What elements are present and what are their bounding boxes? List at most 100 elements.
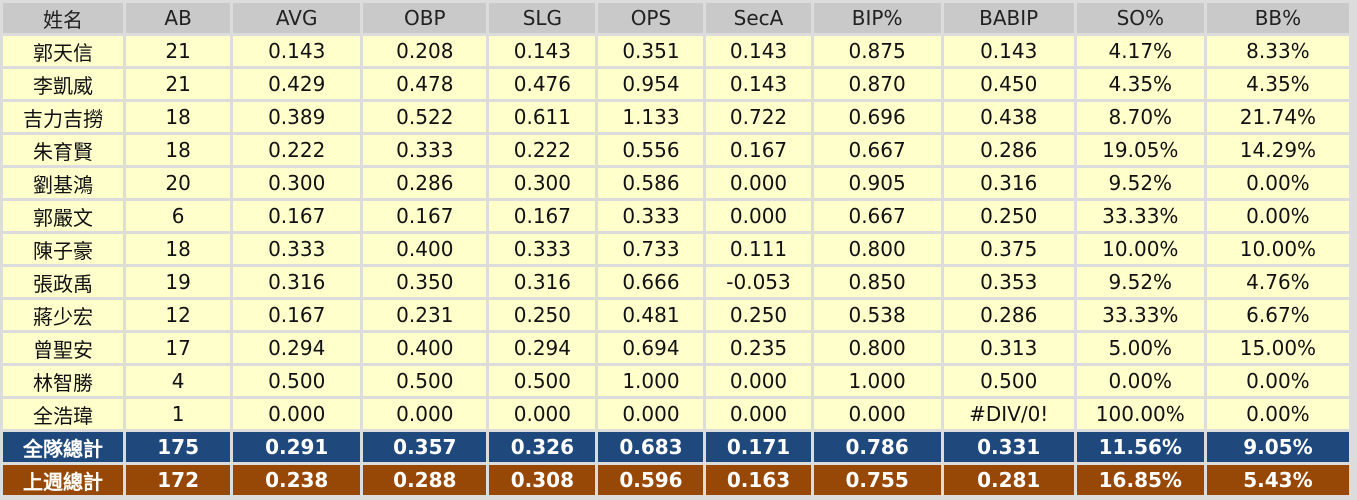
stat-cell: 0.286 [363, 168, 487, 198]
stat-cell: 4.76% [1206, 267, 1349, 297]
stat-cell: 0.000 [706, 168, 811, 198]
stat-cell: 0.905 [813, 168, 941, 198]
player-row: 朱育賢 18 0.222 0.333 0.222 0.556 0.167 0.667 0.286… [3, 135, 1349, 165]
stat-cell: 4.35% [1206, 69, 1349, 99]
stat-cell: 0.286 [943, 135, 1074, 165]
stat-cell: 0.755 [813, 465, 941, 495]
name-cell: 蔣少宏 [3, 300, 124, 330]
stat-cell: 0.143 [706, 69, 811, 99]
stat-cell: 0.300 [233, 168, 361, 198]
name-cell: 陳子豪 [3, 234, 124, 264]
name-cell: 郭天信 [3, 36, 124, 66]
stat-cell: #DIV/0! [943, 399, 1074, 429]
stat-cell: 0.00% [1206, 168, 1349, 198]
stat-cell: 9.05% [1206, 432, 1349, 462]
name-cell: 郭嚴文 [3, 201, 124, 231]
stat-cell: 0.163 [706, 465, 811, 495]
stat-cell: 0.476 [489, 69, 596, 99]
stat-cell: 0.111 [706, 234, 811, 264]
stat-cell: 19.05% [1076, 135, 1204, 165]
stat-cell: 0.326 [489, 432, 596, 462]
player-row: 劉基鴻 20 0.300 0.286 0.300 0.586 0.000 0.905 0.316… [3, 168, 1349, 198]
stat-cell: 0.331 [943, 432, 1074, 462]
stat-cell: 0.667 [813, 135, 941, 165]
stat-cell: 0.478 [363, 69, 487, 99]
stat-cell: 21.74% [1206, 102, 1349, 132]
player-row: 郭天信 21 0.143 0.208 0.143 0.351 0.143 0.875 0.143… [3, 36, 1349, 66]
stat-cell: 0.208 [363, 36, 487, 66]
stat-cell: 0.294 [233, 333, 361, 363]
player-row: 陳子豪 18 0.333 0.400 0.333 0.733 0.111 0.800 0.375… [3, 234, 1349, 264]
stat-cell: 5.43% [1206, 465, 1349, 495]
name-cell: 全浩瑋 [3, 399, 124, 429]
stat-cell: 0.291 [233, 432, 361, 462]
player-row: 曾聖安 17 0.294 0.400 0.294 0.694 0.235 0.800 0.313… [3, 333, 1349, 363]
stat-cell: 0.167 [489, 201, 596, 231]
stat-cell: 0.870 [813, 69, 941, 99]
stat-cell: 21 [126, 36, 231, 66]
stat-cell: 0.288 [363, 465, 487, 495]
stat-cell: 0.250 [706, 300, 811, 330]
stat-cell: 8.70% [1076, 102, 1204, 132]
stat-cell: 0.722 [706, 102, 811, 132]
stat-cell: 0.596 [598, 465, 704, 495]
column-header: AVG [233, 3, 361, 33]
stat-cell: 0.143 [233, 36, 361, 66]
stat-cell: 0.222 [489, 135, 596, 165]
stat-cell: 172 [126, 465, 231, 495]
stat-cell: 4.17% [1076, 36, 1204, 66]
name-cell: 張政禹 [3, 267, 124, 297]
stat-cell: 33.33% [1076, 201, 1204, 231]
player-row: 吉力吉撈 18 0.389 0.522 0.611 1.133 0.722 0.696 0.43… [3, 102, 1349, 132]
team-total-row: 全隊總計 175 0.291 0.357 0.326 0.683 0.171 0.786 0.3… [3, 432, 1349, 462]
column-header: AB [126, 3, 231, 33]
stat-cell: 0.666 [598, 267, 704, 297]
stat-cell: 0.143 [489, 36, 596, 66]
stat-cell: 0.000 [489, 399, 596, 429]
stat-cell: 0.167 [706, 135, 811, 165]
stat-cell: 12 [126, 300, 231, 330]
stat-cell: 1.133 [598, 102, 704, 132]
stat-cell: 0.556 [598, 135, 704, 165]
stat-cell: 0.316 [489, 267, 596, 297]
stat-cell: -0.053 [706, 267, 811, 297]
stat-cell: 0.143 [706, 36, 811, 66]
column-header: 姓名 [3, 3, 124, 33]
stat-cell: 0.000 [233, 399, 361, 429]
column-header: SLG [489, 3, 596, 33]
stat-cell: 0.00% [1206, 366, 1349, 396]
name-cell: 上週總計 [3, 465, 124, 495]
player-row: 張政禹 19 0.316 0.350 0.316 0.666 -0.053 0.850 0.35… [3, 267, 1349, 297]
player-row: 全浩瑋 1 0.000 0.000 0.000 0.000 0.000 0.000 #DIV/0… [3, 399, 1349, 429]
stat-cell: 0.500 [233, 366, 361, 396]
stat-cell: 0.786 [813, 432, 941, 462]
stat-cell: 17 [126, 333, 231, 363]
stat-cell: 0.400 [363, 333, 487, 363]
header-row: 姓名 AB AVG OBP SLG OPS SecA BIP% BABIP SO% BB% [3, 3, 1349, 33]
stat-cell: 0.235 [706, 333, 811, 363]
stat-cell: 19 [126, 267, 231, 297]
player-row: 李凱威 21 0.429 0.478 0.476 0.954 0.143 0.870 0.450… [3, 69, 1349, 99]
player-row: 林智勝 4 0.500 0.500 0.500 1.000 0.000 1.000 0.500 0… [3, 366, 1349, 396]
stat-cell: 11.56% [1076, 432, 1204, 462]
name-cell: 曾聖安 [3, 333, 124, 363]
column-header: BB% [1206, 3, 1349, 33]
stat-cell: 1.000 [598, 366, 704, 396]
last-week-total-row: 上週總計 172 0.238 0.288 0.308 0.596 0.163 0.755 0.2… [3, 465, 1349, 495]
stat-cell: 0.333 [233, 234, 361, 264]
name-cell: 李凱威 [3, 69, 124, 99]
stat-cell: 0.538 [813, 300, 941, 330]
stat-cell: 21 [126, 69, 231, 99]
stat-cell: 0.000 [598, 399, 704, 429]
stat-cell: 0.238 [233, 465, 361, 495]
player-row: 郭嚴文 6 0.167 0.167 0.167 0.333 0.000 0.667 0.250 3… [3, 201, 1349, 231]
stat-cell: 33.33% [1076, 300, 1204, 330]
stat-cell: 0.350 [363, 267, 487, 297]
stat-cell: 0.500 [489, 366, 596, 396]
stat-cell: 0.231 [363, 300, 487, 330]
stat-cell: 1 [126, 399, 231, 429]
stat-cell: 0.167 [233, 201, 361, 231]
stat-cell: 0.250 [489, 300, 596, 330]
stat-cell: 175 [126, 432, 231, 462]
column-header: BABIP [943, 3, 1074, 33]
